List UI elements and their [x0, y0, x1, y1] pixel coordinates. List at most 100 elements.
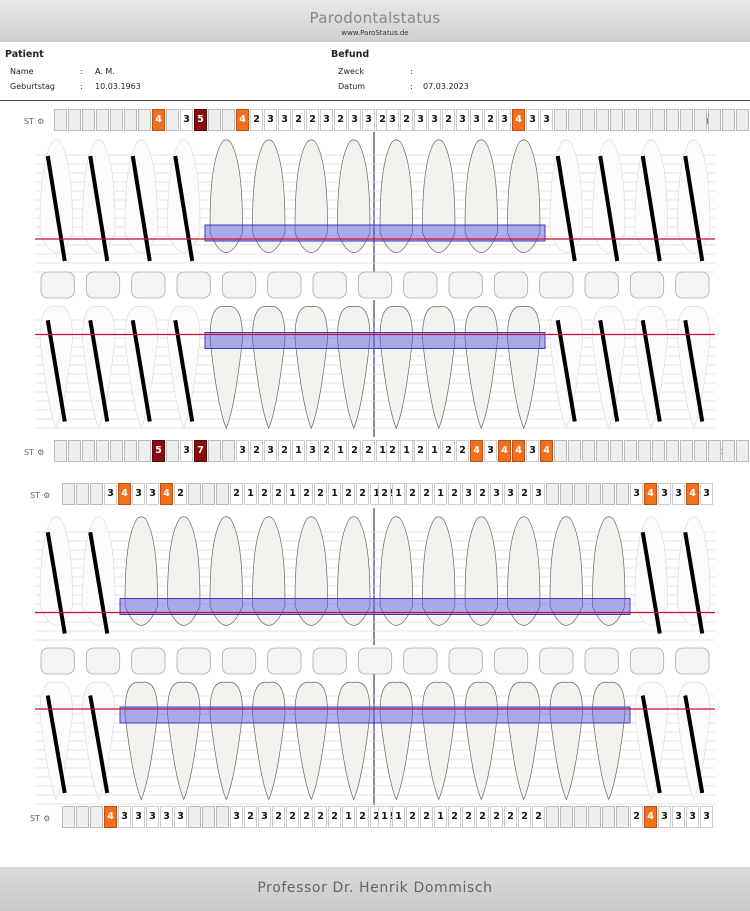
probing-cell[interactable]: 3 — [118, 806, 131, 828]
probing-cell[interactable]: 3 — [146, 483, 159, 505]
probing-cell[interactable] — [574, 806, 587, 828]
probing-cell[interactable]: 3 — [630, 483, 643, 505]
probing-cell[interactable] — [82, 109, 95, 131]
probing-cell[interactable]: 1 — [392, 806, 405, 828]
probing-cell[interactable] — [708, 440, 721, 462]
probing-cell[interactable] — [736, 440, 749, 462]
probing-cell[interactable]: 2 — [518, 483, 531, 505]
probing-cell[interactable] — [124, 109, 137, 131]
probing-cell[interactable]: 1 — [244, 483, 257, 505]
probing-cell[interactable]: 2 — [320, 440, 333, 462]
probing-cell[interactable] — [624, 440, 637, 462]
probing-cell[interactable]: 4 — [512, 440, 525, 462]
probing-cell[interactable]: 1 — [400, 440, 413, 462]
probing-cell[interactable]: 2 — [314, 806, 327, 828]
probing-cell[interactable] — [666, 440, 679, 462]
probing-cell[interactable]: 2 — [456, 440, 469, 462]
probing-cell[interactable]: 3 — [180, 109, 193, 131]
probing-cell[interactable]: 3 — [526, 440, 539, 462]
probing-cell[interactable] — [568, 440, 581, 462]
probing-cell[interactable]: 3 — [462, 483, 475, 505]
probing-cell[interactable] — [588, 483, 601, 505]
probing-cell[interactable] — [68, 440, 81, 462]
probing-cell[interactable]: 3 — [498, 109, 511, 131]
probing-cell[interactable] — [722, 109, 735, 131]
probing-cell[interactable] — [596, 109, 609, 131]
probing-cell[interactable] — [82, 440, 95, 462]
probing-cell[interactable] — [610, 109, 623, 131]
probing-cell[interactable] — [96, 440, 109, 462]
probing-cell[interactable] — [124, 440, 137, 462]
probing-cell[interactable]: 2 — [250, 440, 263, 462]
probing-cell[interactable]: 2 — [342, 483, 355, 505]
probing-cell[interactable]: 1 — [292, 440, 305, 462]
probing-cell[interactable] — [560, 483, 573, 505]
probing-cell[interactable] — [602, 483, 615, 505]
probing-cell[interactable]: 2 — [462, 806, 475, 828]
probing-cell[interactable] — [554, 109, 567, 131]
probing-cell[interactable]: 1 — [378, 806, 391, 828]
probing-cell[interactable]: 3 — [490, 483, 503, 505]
probing-cell[interactable]: 4 — [644, 806, 657, 828]
probing-cell[interactable]: 2 — [348, 440, 361, 462]
probing-cell[interactable]: 3 — [146, 806, 159, 828]
probing-cell[interactable]: 3 — [230, 806, 243, 828]
probing-cell[interactable]: 3 — [160, 806, 173, 828]
probing-cell[interactable]: 5 — [194, 109, 207, 131]
probing-cell[interactable]: 3 — [264, 440, 277, 462]
probing-cell[interactable]: 2 — [230, 483, 243, 505]
probing-cell[interactable]: 5 — [152, 440, 165, 462]
probing-cell[interactable]: 3 — [672, 483, 685, 505]
probing-cell[interactable] — [54, 440, 67, 462]
probing-cell[interactable]: 3 — [484, 440, 497, 462]
probing-cell[interactable]: 2 — [258, 483, 271, 505]
probing-cell[interactable]: 2 — [174, 483, 187, 505]
probing-cell[interactable]: 4 — [104, 806, 117, 828]
probing-cell[interactable]: 3 — [386, 109, 399, 131]
probing-cell[interactable] — [546, 806, 559, 828]
probing-cell[interactable] — [638, 109, 651, 131]
probing-cell[interactable]: 2 — [504, 806, 517, 828]
probing-cell[interactable]: 4 — [512, 109, 525, 131]
probing-cell[interactable] — [68, 109, 81, 131]
probing-cell[interactable]: 2 — [420, 806, 433, 828]
probing-cell[interactable]: 2 — [328, 806, 341, 828]
probing-cell[interactable] — [708, 109, 721, 131]
probing-cell[interactable] — [554, 440, 567, 462]
probing-cell[interactable] — [722, 440, 735, 462]
probing-cell[interactable] — [76, 483, 89, 505]
probing-cell[interactable]: 3 — [470, 109, 483, 131]
probing-cell[interactable]: 4 — [236, 109, 249, 131]
probing-cell[interactable] — [216, 806, 229, 828]
probing-cell[interactable]: 3 — [504, 483, 517, 505]
probing-cell[interactable]: 2 — [518, 806, 531, 828]
probing-cell[interactable] — [736, 109, 749, 131]
probing-cell[interactable] — [624, 109, 637, 131]
probing-cell[interactable] — [680, 440, 693, 462]
probing-cell[interactable]: 2 — [272, 806, 285, 828]
probing-cell[interactable]: 3 — [180, 440, 193, 462]
probing-cell[interactable]: 1 — [334, 440, 347, 462]
probing-cell[interactable] — [222, 440, 235, 462]
probing-cell[interactable] — [166, 440, 179, 462]
probing-cell[interactable]: 1 — [328, 483, 341, 505]
probing-cell[interactable]: 3 — [258, 806, 271, 828]
probing-cell[interactable] — [694, 440, 707, 462]
probing-cell[interactable] — [62, 806, 75, 828]
probing-cell[interactable] — [216, 483, 229, 505]
probing-cell[interactable] — [202, 806, 215, 828]
probing-cell[interactable]: 1 — [434, 806, 447, 828]
probing-cell[interactable]: 2 — [292, 109, 305, 131]
probing-cell[interactable]: 2 — [306, 109, 319, 131]
probing-cell[interactable]: 2 — [300, 806, 313, 828]
probing-cell[interactable]: 2 — [484, 109, 497, 131]
probing-cell[interactable] — [652, 440, 665, 462]
probing-cell[interactable]: 3 — [672, 806, 685, 828]
probing-cell[interactable] — [666, 109, 679, 131]
probing-cell[interactable] — [54, 109, 67, 131]
probing-cell[interactable] — [90, 483, 103, 505]
probing-cell[interactable]: 2 — [442, 440, 455, 462]
probing-cell[interactable]: 2 — [300, 483, 313, 505]
probing-cell[interactable]: 4 — [470, 440, 483, 462]
probing-cell[interactable]: 3 — [658, 806, 671, 828]
